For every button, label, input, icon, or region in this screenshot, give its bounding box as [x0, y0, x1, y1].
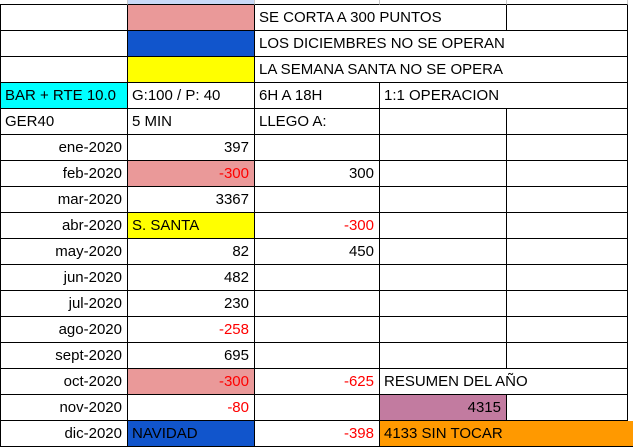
cell-B3[interactable]	[128, 57, 255, 83]
cell-E12[interactable]	[507, 291, 628, 317]
cell-B4[interactable]: G:100 / P: 40	[128, 83, 255, 109]
cell-B10[interactable]: 82	[128, 239, 255, 265]
cell-C5[interactable]: LLEGO A:	[255, 109, 380, 135]
cell-E10[interactable]	[507, 239, 628, 265]
cell-C11[interactable]	[255, 265, 380, 291]
cell-A9[interactable]: abr-2020	[0, 213, 128, 239]
cell-D6[interactable]	[380, 135, 507, 161]
cell-C7[interactable]: 300	[255, 161, 380, 187]
cell-E9[interactable]	[507, 213, 628, 239]
cell-E6[interactable]	[507, 135, 628, 161]
cell-C16[interactable]	[255, 395, 380, 421]
cell-C2[interactable]: LOS DICIEMBRES NO SE OPERAN	[255, 31, 628, 57]
cell-C10[interactable]: 450	[255, 239, 380, 265]
cell-E13[interactable]	[507, 317, 628, 343]
cell-A14[interactable]: sept-2020	[0, 343, 128, 369]
cell-E1[interactable]	[507, 5, 628, 31]
cell-C14[interactable]	[255, 343, 380, 369]
cell-A4[interactable]: BAR + RTE 10.0	[0, 83, 128, 109]
cell-C6[interactable]	[255, 135, 380, 161]
cell-B13[interactable]: -258	[128, 317, 255, 343]
cell-A6[interactable]: ene-2020	[0, 135, 128, 161]
cell-B7[interactable]: -300	[128, 161, 255, 187]
cell-B15[interactable]: -300	[128, 369, 255, 395]
cell-D14[interactable]	[380, 343, 507, 369]
partial-cell-C	[255, 0, 380, 5]
partial-cell-A	[0, 0, 128, 5]
cell-E14[interactable]	[507, 343, 628, 369]
cell-B8[interactable]: 3367	[128, 187, 255, 213]
partial-cell-E	[507, 0, 628, 5]
cell-C15[interactable]: -625	[255, 369, 380, 395]
cell-C8[interactable]	[255, 187, 380, 213]
cell-C12[interactable]	[255, 291, 380, 317]
cell-D5[interactable]	[380, 109, 507, 135]
cell-C9[interactable]: -300	[255, 213, 380, 239]
cell-D4[interactable]: 1:1 OPERACION	[380, 83, 628, 109]
cell-B5[interactable]: 5 MIN	[128, 109, 255, 135]
cell-D12[interactable]	[380, 291, 507, 317]
cell-E7[interactable]	[507, 161, 628, 187]
cell-C13[interactable]	[255, 317, 380, 343]
cell-C17[interactable]: -398	[255, 421, 380, 447]
cell-D8[interactable]	[380, 187, 507, 213]
cell-D13[interactable]	[380, 317, 507, 343]
cell-D16[interactable]: 4315	[380, 395, 507, 421]
cell-B9[interactable]: S. SANTA	[128, 213, 255, 239]
cell-A16[interactable]: nov-2020	[0, 395, 128, 421]
cell-D17[interactable]: 4133 SIN TOCAR	[380, 421, 633, 447]
cell-C3[interactable]: LA SEMANA SANTA NO SE OPERA	[255, 57, 628, 83]
cell-C4[interactable]: 6H A 18H	[255, 83, 380, 109]
cell-A1[interactable]	[0, 5, 128, 31]
cell-B14[interactable]: 695	[128, 343, 255, 369]
cell-B11[interactable]: 482	[128, 265, 255, 291]
cell-E16[interactable]	[507, 395, 628, 421]
cell-C1[interactable]: SE CORTA A 300 PUNTOS	[255, 5, 507, 31]
cell-B1[interactable]	[128, 5, 255, 31]
cell-A2[interactable]	[0, 31, 128, 57]
cell-A7[interactable]: feb-2020	[0, 161, 128, 187]
cell-B16[interactable]: -80	[128, 395, 255, 421]
cell-B12[interactable]: 230	[128, 291, 255, 317]
cell-A13[interactable]: ago-2020	[0, 317, 128, 343]
cell-B17[interactable]: NAVIDAD	[128, 421, 255, 447]
cell-A15[interactable]: oct-2020	[0, 369, 128, 395]
cell-A5[interactable]: GER40	[0, 109, 128, 135]
cell-A17[interactable]: dic-2020	[0, 421, 128, 447]
partial-cell-B	[128, 0, 255, 5]
cell-D7[interactable]	[380, 161, 507, 187]
partial-cell-D	[380, 0, 507, 5]
cell-A12[interactable]: jul-2020	[0, 291, 128, 317]
cell-E5[interactable]	[507, 109, 628, 135]
cell-A11[interactable]: jun-2020	[0, 265, 128, 291]
cell-B2[interactable]	[128, 31, 255, 57]
cell-A3[interactable]	[0, 57, 128, 83]
cell-E8[interactable]	[507, 187, 628, 213]
cell-D9[interactable]	[380, 213, 507, 239]
cell-A10[interactable]: may-2020	[0, 239, 128, 265]
cell-D10[interactable]	[380, 239, 507, 265]
cell-E11[interactable]	[507, 265, 628, 291]
cell-D15[interactable]: RESUMEN DEL AÑO	[380, 369, 628, 395]
cell-D11[interactable]	[380, 265, 507, 291]
cell-A8[interactable]: mar-2020	[0, 187, 128, 213]
cell-B6[interactable]: 397	[128, 135, 255, 161]
